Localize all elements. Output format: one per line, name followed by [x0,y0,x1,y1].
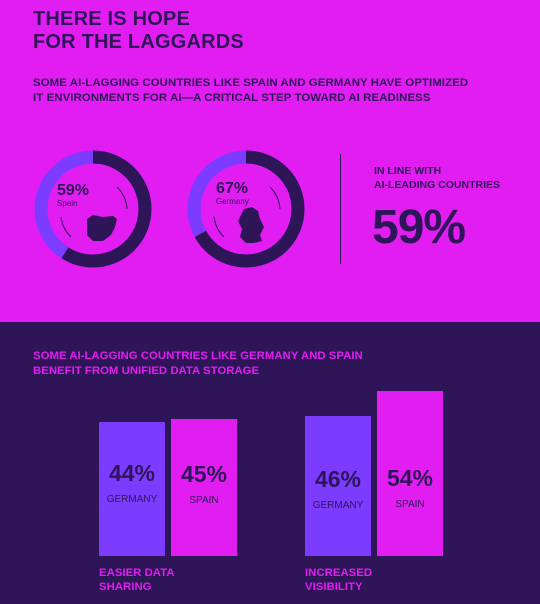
donut-spain-arrow-icon-2 [60,216,72,238]
category-label-easier-data-sharing: EASIER DATA SHARING [99,566,175,594]
bar-value-label: 54% [386,465,434,492]
inline-label-line-1: IN LINE WITH [374,165,442,177]
donut-germany: 67% Germany [187,150,305,268]
donut-spain-label: Spain [57,199,77,208]
page-title: THERE IS HOPE FOR THE LAGGARDS [33,8,333,54]
germany-map-icon [238,207,264,243]
bar-value-label: 44% [108,459,156,486]
donut-germany-arrow-icon-2 [213,216,225,238]
bar-series-label: SPAIN [189,494,219,506]
divider-line [340,154,341,264]
inline-label: IN LINE WITH AI-LEADING COUNTRIES [374,164,524,192]
category-line: VISIBILITY [305,581,363,593]
category-line: INCREASED [305,567,373,579]
category-line: EASIER DATA [99,567,175,579]
category-line: SHARING [99,581,152,593]
donut-germany-arrow-icon [269,186,281,210]
category-label-increased-visibility: INCREASED VISIBILITY [305,566,372,594]
page-subtitle: SOME AI-LAGGING COUNTRIES LIKE SPAIN AND… [33,76,483,106]
donut-spain-arc [34,150,152,268]
inline-label-line-2: AI-LEADING COUNTRIES [374,179,500,191]
bar-germany-increased-visibility: 46% GERMANY [305,415,371,556]
bar-series-label: SPAIN [395,499,425,511]
bar-germany-easier-data-sharing: 44% GERMANY [99,421,165,556]
donut-germany-arc [187,150,305,268]
section-title-line-1: SOME AI-LAGGING COUNTRIES LIKE GERMANY A… [33,350,363,362]
bar-value-label: 45% [180,460,228,487]
section-title: SOME AI-LAGGING COUNTRIES LIKE GERMANY A… [33,349,453,379]
donut-germany-label: Germany [216,197,249,206]
section-title-line-2: BENEFIT FROM UNIFIED DATA STORAGE [33,365,260,377]
donut-spain-arrow-icon [116,186,128,210]
donut-spain-pct: 59% [57,182,89,199]
title-line-2: FOR THE LAGGARDS [33,31,244,53]
bottom-panel [0,322,540,604]
bar-spain-increased-visibility: 54% SPAIN [377,391,443,556]
bar-spain-easier-data-sharing: 45% SPAIN [171,418,237,556]
bar-value-label: 46% [314,465,362,492]
donut-spain: 59% Spain [34,150,152,268]
title-line-1: THERE IS HOPE [33,8,191,30]
bar-series-label: GERMANY [106,493,158,505]
bar-series-label: GERMANY [312,499,364,511]
spain-map-icon [87,215,117,241]
inline-value: 59% [372,201,466,254]
donut-germany-pct: 67% [216,180,248,197]
subtitle-line-2: IT ENVIRONMENTS FOR AI—A CRITICAL STEP T… [33,92,431,104]
subtitle-line-1: SOME AI-LAGGING COUNTRIES LIKE SPAIN AND… [33,77,469,89]
